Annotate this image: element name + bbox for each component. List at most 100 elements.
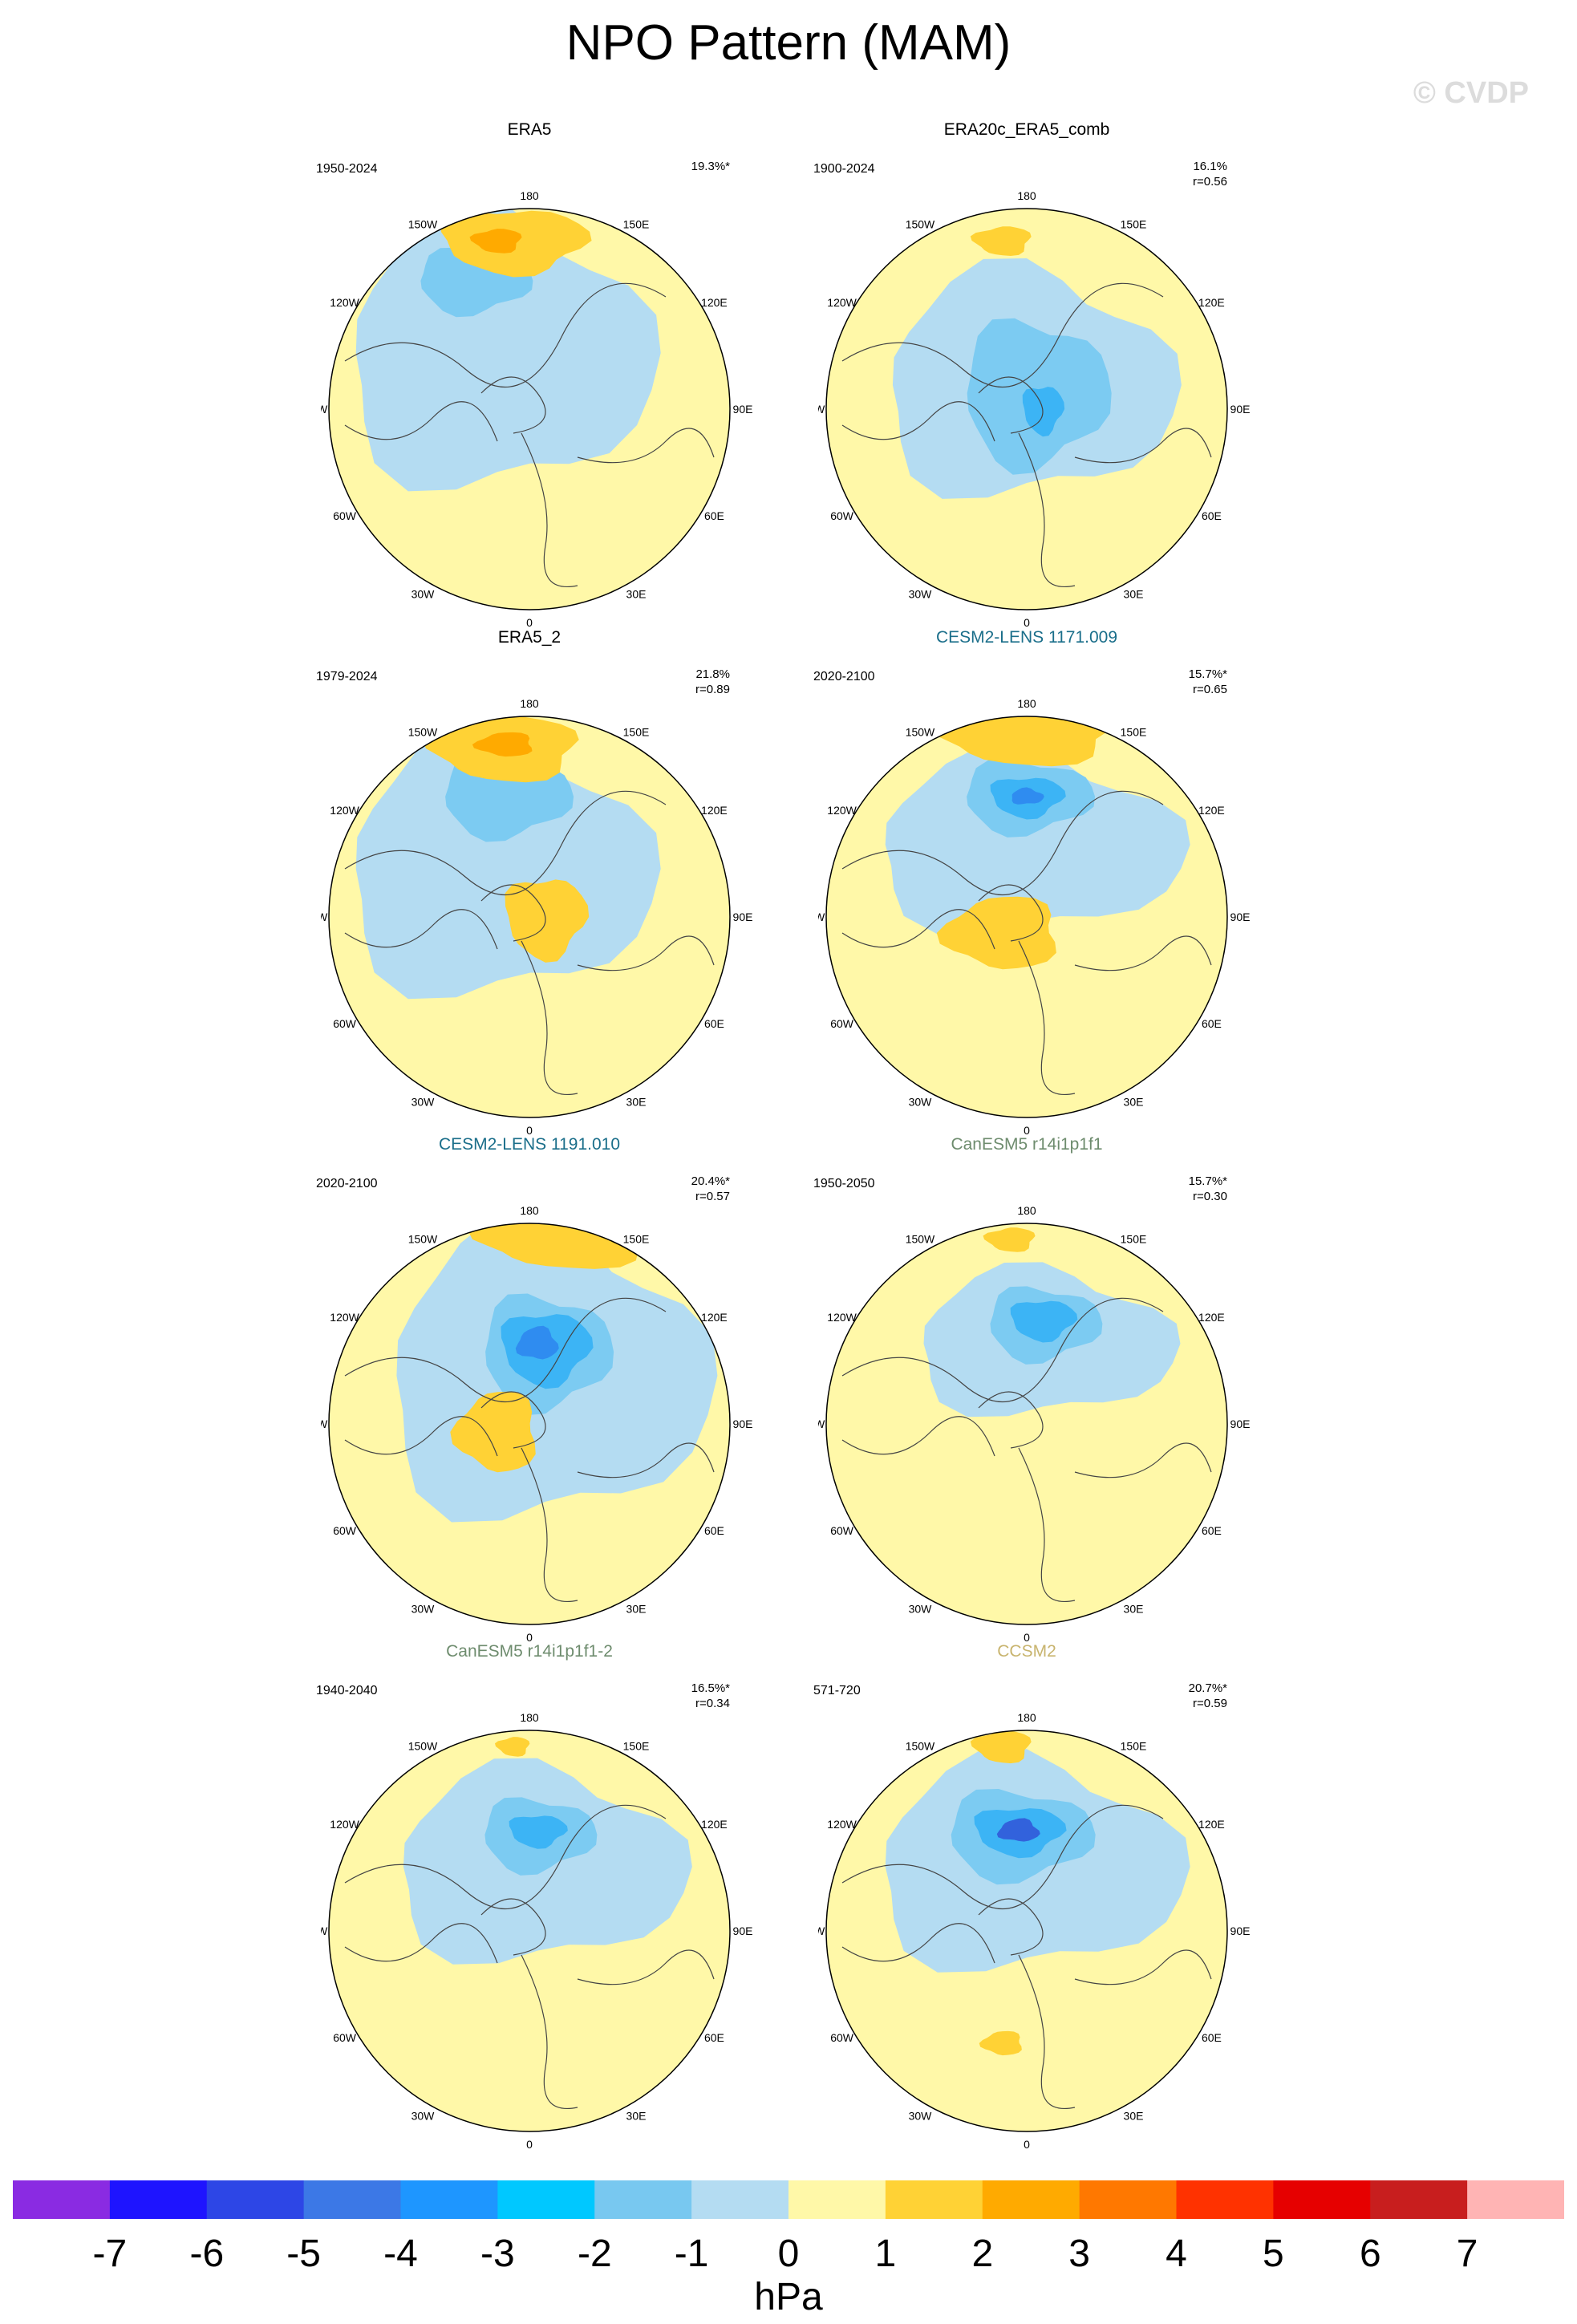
coastline [841,1804,1164,1910]
colorbar-tick-label: 2 [971,2233,994,2275]
anomaly-contour [495,1737,530,1757]
colorbar-tick-label: 5 [1263,2233,1284,2275]
longitude-label: 60W [830,1524,854,1537]
colorbar-swatch [691,2180,789,2219]
longitude-label: 90W [818,911,825,923]
longitude-label: 30W [411,1602,436,1615]
panel-years: 1979-2024 [316,670,378,683]
polar-map: 180 150E 120E 90E 60E 30E 0 30W 60W 90W 120W 150W [321,1711,753,2151]
colorbar-tick-label: -6 [189,2233,225,2275]
longitude-label: 0 [526,616,533,629]
coastline [978,884,1044,942]
longitude-label: 30W [411,587,436,600]
longitude-label: 90W [818,1418,825,1430]
longitude-label: 60W [830,2031,854,2044]
coastline [978,376,1044,434]
coastline [480,376,546,434]
colorbar-tick-label: -4 [383,2233,418,2275]
longitude-label: 0 [1024,1631,1030,1644]
panel-title: CCSM2 [997,1642,1056,1661]
longitude-label: 60E [704,1524,724,1537]
longitude-label: 150E [1121,726,1147,739]
panel-title: CESM2-LENS 1171.009 [935,628,1118,647]
longitude-label: 150W [408,726,438,739]
longitude-label: 120E [1198,1311,1225,1324]
colorbar-swatch [982,2180,1080,2219]
longitude-label: 120E [701,1818,728,1831]
polar-map: 180 150E 120E 90E 60E 30E 0 30W 60W 90W 120W 150W [321,1204,752,1644]
map-border [328,1223,731,1625]
map-panel: 180 150E 120E 90E 60E 30E 0 30W 60W 90W 120W 150W ER… [813,120,1428,634]
anomaly-contour [996,1818,1040,1842]
longitude-label: 60W [333,1017,357,1030]
panel-variance: 15.7%* [1188,667,1227,681]
coastline [480,1898,546,1956]
panel-years: 1950-2024 [316,162,378,176]
polar-map: 180 150E 120E 90E 60E 30E 0 30W 60W 90W 120W 150W [818,1711,1250,2151]
longitude-label: 60E [704,1017,724,1030]
coastline [521,940,578,1095]
coastline [1074,1442,1212,1478]
longitude-label: 90W [321,403,328,416]
longitude-label: 120W [827,296,857,309]
anomaly-contour [979,2030,1022,2056]
colorbar-tick-label: -7 [92,2233,128,2275]
coastline [577,428,715,464]
longitude-label: 90E [733,911,753,923]
colorbar-swatch [303,2180,402,2219]
anomaly-contour [1011,787,1044,805]
panel-years: 1950-2050 [813,1177,875,1190]
map-panel: 180 150E 120E 90E 60E 30E 0 30W 60W 90W 120W 150W CE… [813,628,1428,1142]
longitude-label: 60E [1202,1524,1222,1537]
panel-correlation: r=0.56 [1193,175,1227,189]
panel-variance: 16.1% [1193,160,1227,173]
panel-title: CESM2-LENS 1191.010 [438,1135,621,1154]
coastline [1018,1954,1076,2109]
panel-years: 1900-2024 [813,162,875,176]
colorbar-swatch [497,2180,595,2219]
longitude-label: 0 [526,2138,533,2151]
longitude-label: 150E [1121,1233,1147,1246]
colorbar-swatch [1467,2180,1564,2219]
map-border [825,208,1228,610]
colorbar-swatch [1273,2180,1371,2219]
panel-stats: 16.5%* r=0.34 [650,1681,730,1711]
coastline [841,790,1164,896]
anomaly-contour [515,1325,559,1360]
panel-stats: 19.3%* [650,159,730,174]
coastline [480,1391,546,1449]
coastline [344,1923,498,1964]
map-panel: 180 150E 120E 90E 60E 30E 0 30W 60W 90W 120W 150W Ca… [813,1135,1428,1649]
map-border [825,1223,1228,1625]
longitude-label: 120E [701,804,728,817]
longitude-label: 90E [733,1924,753,1937]
longitude-label: 60W [333,2031,357,2044]
panel-variance: 16.5%* [691,1681,730,1695]
colorbar-tick-label: -3 [480,2233,515,2275]
longitude-label: 60E [704,2031,724,2044]
coastline [978,1391,1044,1449]
colorbar-tick-label: 0 [777,2233,800,2275]
map-border [328,1730,731,2132]
longitude-label: 150E [1121,218,1147,231]
anomaly-contour [450,1391,536,1473]
longitude-label: 120W [330,1818,359,1831]
map-border [825,716,1228,1118]
longitude-label: 150E [623,218,650,231]
coastline [480,884,546,942]
longitude-label: 30E [626,2109,647,2122]
longitude-label: 60E [1202,1017,1222,1030]
longitude-label: 150W [906,218,935,231]
anomaly-contour [970,226,1032,256]
longitude-label: 150W [408,218,438,231]
longitude-label: 120E [701,1311,728,1324]
polar-map: 180 150E 120E 90E 60E 30E 0 30W 60W 90W 120W 150W [321,697,753,1137]
coastline [1018,940,1076,1095]
longitude-label: 150E [623,726,650,739]
longitude-label: 90E [1230,1418,1251,1430]
colorbar-swatch [1176,2180,1274,2219]
longitude-label: 30E [626,1095,647,1108]
panel-variance: 20.7%* [1188,1681,1227,1695]
panel-correlation: r=0.59 [1193,1697,1227,1710]
panel-correlation: r=0.65 [1193,683,1227,696]
